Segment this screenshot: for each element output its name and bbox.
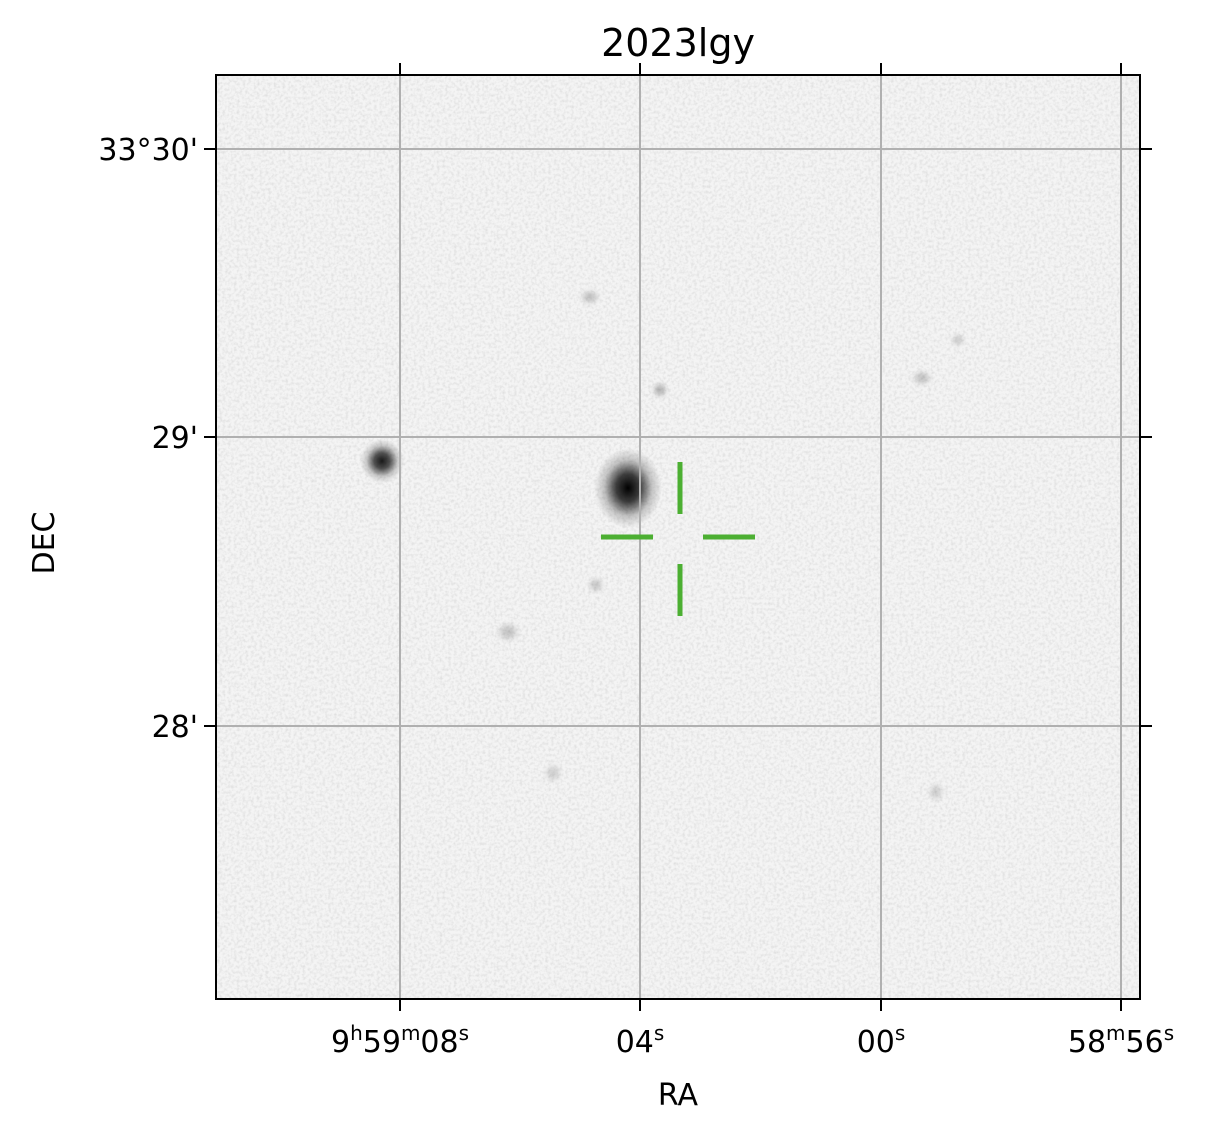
faint-source xyxy=(494,620,522,644)
y-tick-labels: 33°30' 29' 28' xyxy=(98,133,198,745)
x-tick-label: 58m56s xyxy=(1068,1021,1174,1060)
x-tick-label: 00s xyxy=(857,1021,906,1060)
x-tick-labels: 9h59m08s 04s 00s 58m56s xyxy=(331,1021,1174,1060)
faint-source xyxy=(949,331,967,349)
x-axis-label: RA xyxy=(658,1078,699,1113)
faint-source xyxy=(578,287,602,307)
faint-source xyxy=(542,761,564,785)
faint-source xyxy=(586,575,606,595)
star-source xyxy=(360,439,404,483)
y-tick-label: 33°30' xyxy=(98,133,198,168)
axes-frame xyxy=(215,74,1141,1000)
faint-source xyxy=(910,368,934,388)
faint-source xyxy=(926,780,946,804)
sources-layer xyxy=(360,287,967,804)
y-tick-label: 29' xyxy=(152,421,198,456)
plot-area xyxy=(216,75,1140,999)
y-tick-label: 28' xyxy=(152,710,198,745)
transient-crosshair-marker xyxy=(601,462,755,616)
tick-marks xyxy=(204,63,1152,1011)
y-axis-label: DEC xyxy=(27,511,62,574)
faint-source xyxy=(650,380,670,400)
chart-title: 2023lgy xyxy=(601,21,755,65)
x-tick-label: 9h59m08s xyxy=(331,1021,469,1060)
host-galaxy-source xyxy=(594,448,662,528)
grid-lines xyxy=(216,75,1140,999)
x-tick-label: 04s xyxy=(616,1021,665,1060)
sky-noise xyxy=(216,75,1140,999)
